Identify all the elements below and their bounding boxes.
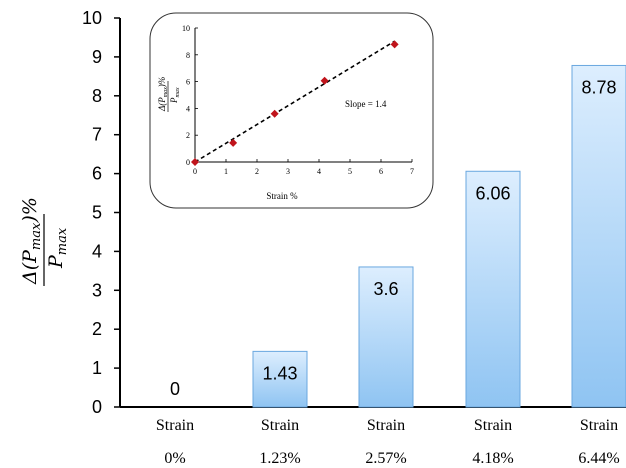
x-category-label: Strain xyxy=(261,417,299,434)
y-tick-label: 10 xyxy=(82,8,102,28)
x-category-sublabel: 0% xyxy=(164,450,185,467)
y-label-denominator: Pmax xyxy=(45,227,70,269)
y-tick-label: 0 xyxy=(92,397,102,417)
inset-x-tick-label: 3 xyxy=(286,167,290,176)
inset-slope-annotation: Slope = 1.4 xyxy=(345,99,387,109)
y-label-numerator: Δ(Pmax)% xyxy=(19,197,44,285)
y-tick-label: 1 xyxy=(92,358,102,378)
inset-points xyxy=(191,40,399,166)
inset-x-tick-label: 0 xyxy=(193,167,197,176)
inset-y-tick-label: 4 xyxy=(186,104,190,113)
y-tick-label: 6 xyxy=(92,164,102,184)
bar-data-label: 0 xyxy=(170,379,180,399)
y-tick-label: 8 xyxy=(92,86,102,106)
inset-data-point xyxy=(270,109,279,118)
y-tick-label: 9 xyxy=(92,47,102,67)
x-category-sublabel: 2.57% xyxy=(365,450,406,467)
x-category-label: Strain xyxy=(580,417,618,434)
inset-y-tick-label: 2 xyxy=(186,131,190,140)
inset-fit-line xyxy=(194,40,396,163)
y-axis-label: Δ(Pmax)% Pmax xyxy=(19,197,70,286)
bar xyxy=(465,170,521,408)
x-category-sublabel: 6.44% xyxy=(578,450,619,467)
inset-x-tick-label: 1 xyxy=(224,167,228,176)
svg-text:Δ(Pmax)%: Δ(Pmax)% xyxy=(157,77,169,112)
bar-data-label: 3.6 xyxy=(373,279,398,299)
y-tick-label: 5 xyxy=(92,203,102,223)
inset-y-axis-label: Δ(Pmax)% Pmax xyxy=(157,77,181,112)
main-y-ticks: 0 1 2 3 4 5 6 7 8 9 10 xyxy=(82,8,120,417)
inset-data-point xyxy=(390,40,399,49)
inset-data-point xyxy=(191,158,199,166)
inset-y-tick-label: 8 xyxy=(186,51,190,60)
inset-chart: 0 1 2 3 4 5 6 7 0 2 4 6 8 10 Slope = 1.4 Strain % Δ(P… xyxy=(149,12,434,209)
y-tick-label: 3 xyxy=(92,280,102,300)
y-tick-label: 4 xyxy=(92,241,102,261)
bar xyxy=(358,266,414,408)
x-category-label: Strain xyxy=(367,417,405,434)
bar xyxy=(252,350,308,408)
inset-x-tick-label: 4 xyxy=(317,167,321,176)
inset-x-tick-label: 5 xyxy=(348,167,352,176)
bar xyxy=(571,64,626,408)
inset-x-tick-label: 6 xyxy=(379,167,383,176)
inset-y-tick-label: 6 xyxy=(186,78,190,87)
inset-data-point xyxy=(320,76,329,85)
bar-data-label: 8.78 xyxy=(581,77,616,97)
inset-frame xyxy=(149,12,434,209)
main-bars: 0 1.43 3.6 6.06 8.78 xyxy=(170,64,626,408)
y-tick-label: 7 xyxy=(92,125,102,145)
inset-ticks: 0 1 2 3 4 5 6 7 0 2 4 6 8 10 xyxy=(182,24,414,176)
inset-y-tick-label: 0 xyxy=(186,158,190,167)
main-category-labels: Strain 0% Strain 1.23% Strain 2.57% Strain 4.18… xyxy=(156,417,620,467)
svg-text:Pmax: Pmax xyxy=(169,87,181,104)
x-category-label: Strain xyxy=(474,417,512,434)
x-category-sublabel: 4.18% xyxy=(472,450,513,467)
inset-x-axis-label: Strain % xyxy=(266,191,298,201)
inset-y-tick-label: 10 xyxy=(182,24,190,33)
bar-data-label: 6.06 xyxy=(475,183,510,203)
bar-data-label: 1.43 xyxy=(262,363,297,383)
x-category-sublabel: 1.23% xyxy=(259,450,300,467)
inset-x-tick-label: 7 xyxy=(410,167,414,176)
inset-x-tick-label: 2 xyxy=(255,167,259,176)
x-category-label: Strain xyxy=(156,417,194,434)
y-tick-label: 2 xyxy=(92,319,102,339)
inset-axes xyxy=(194,28,412,163)
inset-data-point xyxy=(229,138,238,147)
